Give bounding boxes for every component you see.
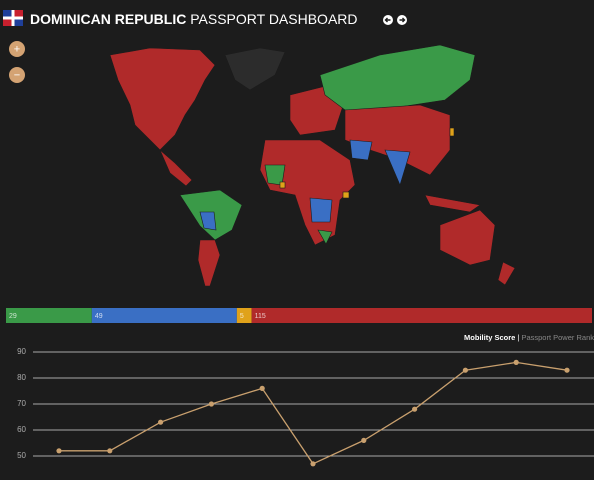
legend: Mobility Score | Passport Power Rank [464, 333, 594, 342]
share-bar: 29 49 5 115 [6, 308, 592, 323]
bar-segment [236, 308, 252, 323]
flag [3, 10, 23, 26]
point [310, 461, 316, 467]
point [259, 385, 265, 391]
zoom-in-label[interactable]: + [14, 43, 20, 55]
y-tick-label: 90 [17, 347, 26, 356]
next-button[interactable] [397, 15, 407, 25]
segment-label: 5 [240, 313, 244, 320]
segment-label: 29 [9, 313, 17, 320]
bar-segment [251, 308, 592, 323]
point [208, 401, 214, 407]
point [107, 448, 113, 454]
y-tick-label: 60 [17, 425, 26, 434]
line-chart: Mobility Score | Passport Power Rank 50 6… [17, 333, 594, 467]
point [361, 437, 367, 443]
world-map[interactable] [109, 44, 516, 287]
point [412, 406, 418, 412]
point [158, 419, 164, 425]
legend-secondary: Passport Power Rank [521, 333, 594, 342]
point [462, 367, 468, 373]
y-tick-label: 70 [17, 399, 26, 408]
zoom-out[interactable]: − [9, 67, 25, 83]
segment-label: 115 [255, 313, 266, 320]
zoom-in[interactable]: + [9, 41, 25, 57]
point [56, 448, 62, 454]
legend-separator: | [517, 333, 519, 342]
bar-segment [91, 308, 237, 323]
title-country: DOMINICAN REPUBLIC [30, 11, 186, 27]
legend-entry: Mobility Score [464, 333, 515, 342]
title: DOMINICAN REPUBLIC PASSPORT DASHBOARD [30, 11, 358, 27]
segment-label: 49 [95, 313, 103, 320]
bar-segment [6, 308, 92, 323]
prev-button[interactable] [383, 15, 393, 25]
y-tick-label: 80 [17, 373, 26, 382]
zoom-out-label[interactable]: − [14, 69, 20, 81]
title-rest: PASSPORT DASHBOARD [190, 11, 357, 27]
point [564, 367, 570, 373]
point [513, 359, 519, 365]
y-tick-label: 50 [17, 451, 26, 460]
